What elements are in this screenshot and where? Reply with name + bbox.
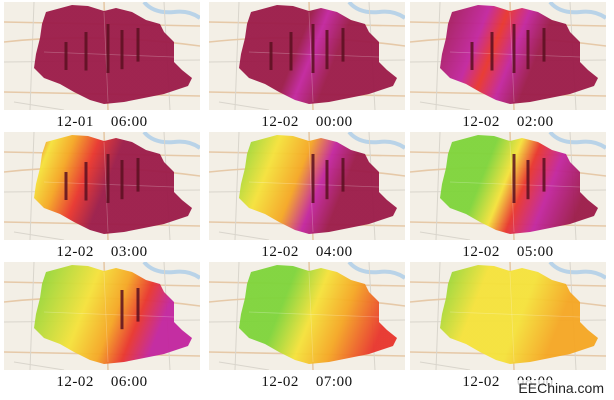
monitor-column <box>512 154 516 203</box>
map-panel-3: 12-02 02:00 <box>410 2 606 134</box>
pollution-map <box>209 2 405 110</box>
pollution-field <box>440 5 598 104</box>
monitor-column <box>269 42 273 70</box>
monitor-column <box>120 30 124 70</box>
monitor-column <box>106 154 110 203</box>
monitor-column <box>289 32 293 71</box>
pollution-map <box>209 132 405 240</box>
pollution-map <box>4 2 200 110</box>
monitor-column <box>341 158 345 192</box>
monitor-column <box>325 160 329 200</box>
monitor-column <box>526 30 530 70</box>
timestamp-label: 12-02 03:00 <box>56 244 148 260</box>
monitor-column <box>84 162 88 201</box>
monitor-column <box>341 28 345 62</box>
map-panel-1: 12-01 06:00 <box>4 2 200 134</box>
timestamp-label: 12-02 07:00 <box>261 374 353 390</box>
pollution-field <box>34 135 192 234</box>
timestamp-label: 12-02 02:00 <box>462 114 554 130</box>
timestamp-label: 12-02 04:00 <box>261 244 353 260</box>
monitor-column <box>120 160 124 200</box>
pollution-field <box>239 265 397 364</box>
pollution-map <box>209 262 405 370</box>
timestamp-label: 12-01 06:00 <box>56 114 148 130</box>
pollution-map <box>4 262 200 370</box>
map-panel-8: 12-02 07:00 <box>209 262 405 394</box>
monitor-column <box>311 154 315 203</box>
monitor-column <box>106 24 110 73</box>
map-panel-9: 12-02 08:00 <box>410 262 606 394</box>
monitor-column <box>136 28 140 62</box>
monitor-column <box>526 160 530 200</box>
monitor-column <box>542 28 546 62</box>
map-panel-5: 12-02 04:00 <box>209 132 405 264</box>
monitor-column <box>120 290 124 330</box>
monitor-column <box>542 158 546 192</box>
pollution-map <box>410 132 606 240</box>
map-panel-7: 12-02 06:00 <box>4 262 200 394</box>
map-panel-6: 12-02 05:00 <box>410 132 606 264</box>
pollution-field <box>34 265 192 364</box>
monitor-column <box>136 288 140 322</box>
monitor-column <box>311 24 315 73</box>
pollution-map <box>410 262 606 370</box>
pollution-field <box>440 135 598 234</box>
monitor-column <box>64 42 68 70</box>
pollution-map <box>410 2 606 110</box>
pollution-field <box>440 265 598 364</box>
map-panel-4: 12-02 03:00 <box>4 132 200 264</box>
pollution-map <box>4 132 200 240</box>
monitor-column <box>512 24 516 73</box>
monitor-column <box>470 42 474 70</box>
monitor-column <box>490 32 494 71</box>
monitor-column <box>84 32 88 71</box>
timestamp-label: 12-02 05:00 <box>462 244 554 260</box>
monitor-column <box>64 172 68 200</box>
pollution-field <box>239 5 397 104</box>
monitor-column <box>136 158 140 192</box>
watermark: EEChina.com <box>516 380 606 396</box>
pollution-field <box>34 5 192 104</box>
monitor-column <box>325 30 329 70</box>
timestamp-label: 12-02 00:00 <box>261 114 353 130</box>
map-panel-2: 12-02 00:00 <box>209 2 405 134</box>
pollution-field <box>239 135 397 234</box>
timestamp-label: 12-02 06:00 <box>56 374 148 390</box>
